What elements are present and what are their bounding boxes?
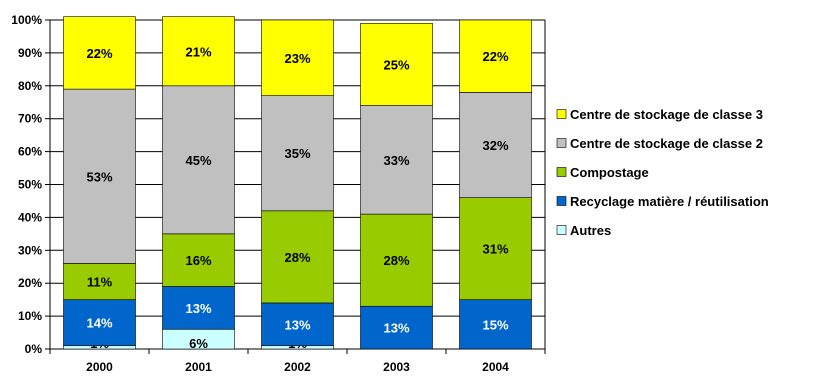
data-label: 21% — [185, 44, 211, 59]
data-label: 13% — [383, 321, 409, 336]
data-label: 45% — [185, 153, 211, 168]
legend-swatch — [556, 138, 567, 148]
legend-swatch — [556, 196, 567, 206]
legend-label: Centre de stockage de classe 3 — [570, 107, 763, 122]
x-tick-label: 2003 — [383, 360, 410, 374]
bar-segment — [261, 302, 334, 347]
bar-segment — [162, 233, 235, 287]
x-tick-label: 2004 — [482, 360, 509, 374]
bar-segment — [459, 92, 532, 198]
y-tick-label: 20% — [18, 276, 42, 290]
data-label: 31% — [482, 242, 508, 257]
data-label: 15% — [482, 317, 508, 332]
data-label: 35% — [284, 146, 310, 161]
y-tick-label: 30% — [18, 243, 42, 257]
bar-segment — [261, 95, 334, 212]
plot-area: 0% 10% 20% 30% 40% 50% 60% 70% 80% 90% 100% 2000 200… — [11, 13, 546, 374]
y-tick-label: 70% — [18, 112, 42, 126]
data-label: 53% — [86, 169, 112, 184]
data-label: 22% — [86, 46, 112, 61]
y-tick-label: 10% — [18, 309, 42, 323]
data-label: 22% — [482, 49, 508, 64]
bar-segment — [360, 213, 433, 307]
bar-segment — [459, 299, 532, 350]
data-label: 28% — [383, 253, 409, 268]
bar-segment — [162, 16, 235, 87]
data-label: 6% — [189, 336, 208, 351]
x-tick-label: 2000 — [86, 360, 113, 374]
bar-segment — [360, 22, 433, 106]
bar-segment — [63, 263, 136, 300]
legend-label: Autres — [570, 223, 611, 238]
data-label: 25% — [383, 57, 409, 72]
data-label: 32% — [482, 138, 508, 153]
bar-segment — [162, 85, 235, 235]
data-label: 33% — [383, 153, 409, 168]
data-label: 28% — [284, 250, 310, 265]
legend-label: Recyclage matière / réutilisation — [570, 194, 769, 209]
data-label: 11% — [87, 275, 113, 290]
legend-swatch — [556, 167, 567, 177]
bar-segment — [63, 299, 136, 347]
bar-segment — [360, 105, 433, 215]
legend: Centre de stockage de classe 3 Centre de … — [556, 107, 769, 238]
data-label: 14% — [86, 316, 112, 331]
bar-segment — [63, 16, 136, 90]
bar-segment — [63, 88, 136, 264]
data-label: 13% — [185, 301, 211, 316]
bar-segment — [360, 305, 433, 350]
bar-segment — [459, 197, 532, 300]
y-tick-label: 0% — [25, 342, 43, 356]
y-tick-label: 50% — [18, 178, 42, 192]
legend-swatch — [556, 225, 567, 235]
y-tick-label: 40% — [18, 210, 42, 224]
y-tick-label: 100% — [11, 13, 42, 27]
y-tick-label: 90% — [18, 46, 42, 60]
legend-label: Compostage — [570, 165, 649, 180]
bar-segment — [261, 210, 334, 304]
legend-swatch — [556, 109, 567, 119]
bar-segment — [162, 286, 235, 330]
y-tick-label: 60% — [18, 145, 42, 159]
y-tick-label: 80% — [18, 79, 42, 93]
data-label: 23% — [284, 51, 310, 66]
x-tick-label: 2001 — [185, 360, 212, 374]
bar-segment — [261, 19, 334, 96]
bar-segment — [459, 19, 532, 93]
x-tick-label: 2002 — [284, 360, 311, 374]
data-label: 16% — [185, 253, 211, 268]
data-label: 13% — [284, 317, 310, 332]
legend-label: Centre de stockage de classe 2 — [570, 136, 763, 151]
